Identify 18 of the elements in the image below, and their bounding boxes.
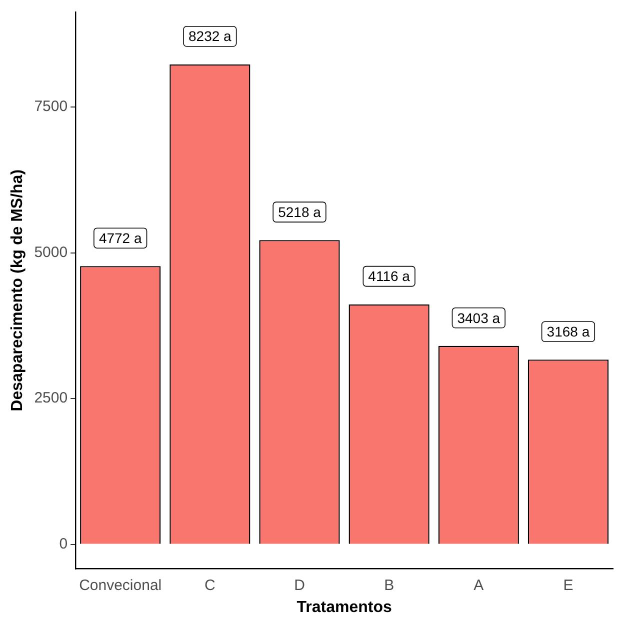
y-tick-label: 2500 — [34, 390, 68, 407]
y-tick-label: 5000 — [34, 244, 68, 261]
data-label: 3168 a — [546, 323, 590, 340]
x-tick-label: D — [294, 576, 306, 594]
data-label: 4116 a — [368, 268, 410, 284]
x-tick-label: B — [384, 576, 394, 594]
data-label: 5218 a — [278, 204, 322, 220]
x-tick-label: Convecional — [79, 576, 162, 594]
data-label: 8232 a — [188, 28, 232, 44]
y-tick-label: 0 — [59, 535, 68, 552]
y-axis-title: Desaparecimento (kg de MS/ha) — [9, 169, 26, 412]
x-axis-title: Tratamentos — [296, 598, 392, 616]
data-label: 4772 a — [98, 230, 142, 246]
x-tick-label: C — [204, 576, 216, 594]
y-tick-label: 7500 — [34, 98, 68, 116]
x-tick-label: E — [563, 576, 574, 594]
data-label: 3403 a — [457, 310, 500, 326]
x-tick-label: A — [474, 576, 484, 594]
